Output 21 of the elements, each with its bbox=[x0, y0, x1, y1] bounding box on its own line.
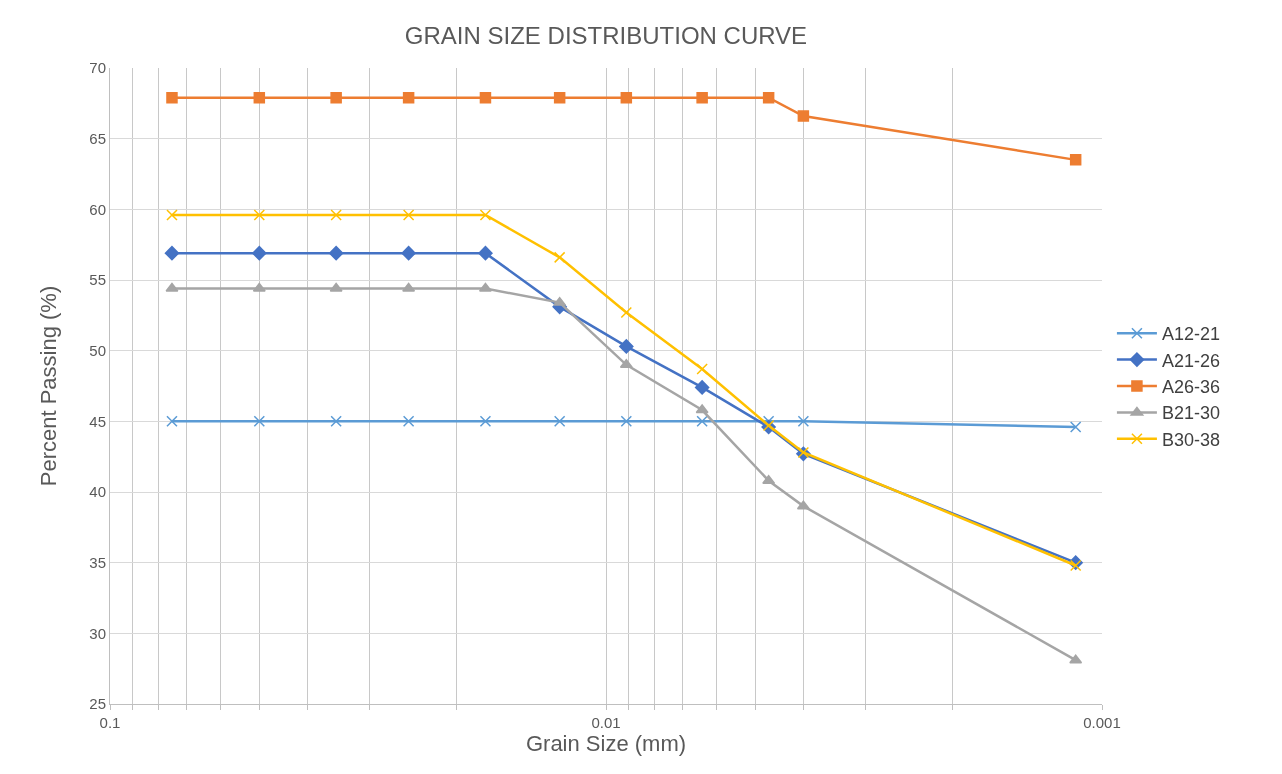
y-tick-label: 65 bbox=[89, 129, 106, 147]
y-tick-label: 25 bbox=[89, 695, 106, 713]
legend-label: B21-30 bbox=[1161, 403, 1220, 424]
y-tick-label: 55 bbox=[89, 271, 106, 289]
legend-label: B30-38 bbox=[1161, 429, 1220, 450]
y-tick-label: 35 bbox=[89, 553, 106, 571]
x-tick-label: 0.01 bbox=[591, 714, 621, 731]
y-tick-label: 30 bbox=[89, 624, 106, 642]
y-tick-label: 40 bbox=[89, 483, 106, 501]
x-tick-label: 0.1 bbox=[99, 714, 121, 731]
x-axis-title: Grain Size (mm) bbox=[525, 731, 687, 756]
legend-label: A21-26 bbox=[1161, 350, 1220, 371]
legend-label: A26-36 bbox=[1161, 377, 1220, 398]
y-tick-label: 50 bbox=[89, 341, 106, 359]
y-tick-label: 45 bbox=[89, 412, 106, 430]
y-tick-label: 60 bbox=[89, 200, 106, 218]
legend-label: A12-21 bbox=[1161, 324, 1220, 345]
chart-title: GRAIN SIZE DISTRIBUTION CURVE bbox=[404, 21, 808, 49]
y-axis-title: Percent Passing (%) bbox=[36, 285, 61, 487]
y-tick-label: 70 bbox=[89, 59, 106, 77]
x-tick-label: 0.001 bbox=[1083, 714, 1121, 731]
